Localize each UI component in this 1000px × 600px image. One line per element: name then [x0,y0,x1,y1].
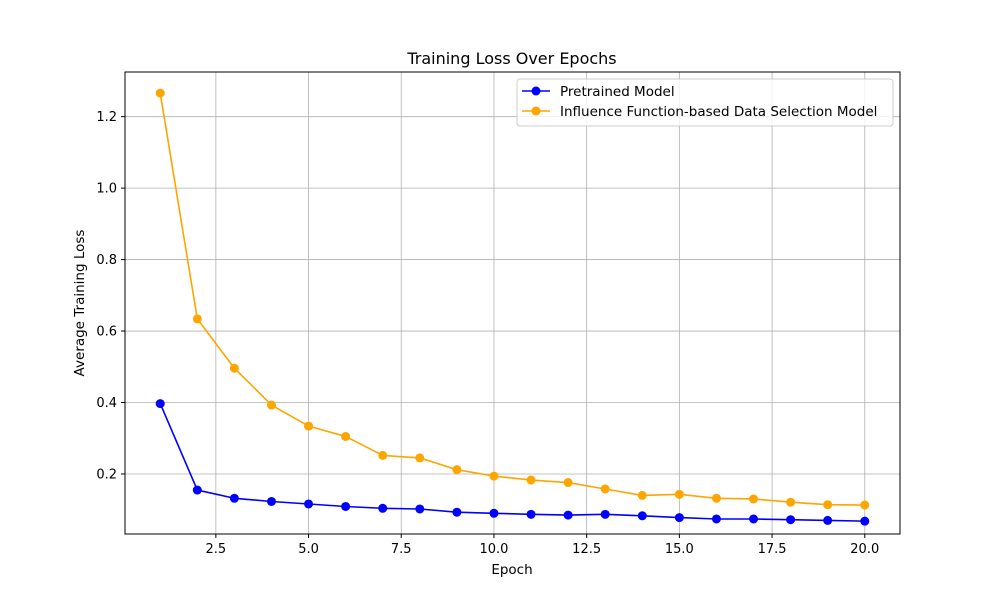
data-point-influence [563,478,573,488]
data-point-pretrained [489,508,499,518]
data-point-influence [823,500,833,510]
data-point-influence [304,421,314,431]
data-point-pretrained [637,511,647,521]
x-tick-label: 10.0 [479,542,508,557]
data-point-pretrained [192,485,202,495]
legend-label-influence: Influence Function-based Data Selection … [560,104,877,120]
data-point-influence [526,475,536,485]
grid-lines [125,72,900,534]
x-tick-label: 5.0 [298,542,319,557]
data-point-influence [674,489,684,499]
data-point-influence [452,465,462,475]
data-point-pretrained [674,513,684,523]
data-point-pretrained [823,515,833,525]
x-axis-label: Epoch [491,562,532,578]
legend-box [516,78,894,127]
data-point-pretrained [786,515,796,525]
data-point-influence [192,314,202,324]
y-tick-label: 0.8 [96,253,117,268]
y-tick-label: 0.2 [96,467,117,482]
data-point-influence [749,494,759,504]
plot-frame [124,71,901,535]
chart-title: Training Loss Over Epochs [406,49,616,68]
y-axis-ticks: 0.2 0.4 0.6 0.8 1.0 1.2 [96,110,125,482]
legend-label-pretrained: Pretrained Model [560,84,675,100]
x-tick-label: 12.5 [572,542,601,557]
data-point-pretrained [229,493,239,503]
y-axis-label: Average Training Loss [72,230,88,377]
data-point-pretrained [415,504,425,514]
y-tick-label: 0.6 [96,325,117,340]
y-tick-label: 1.0 [96,182,117,197]
data-point-pretrained [711,514,721,524]
data-point-pretrained [266,496,276,506]
x-axis-ticks: 2.5 5.0 7.5 10.0 12.5 15.0 17.5 20.0 [206,534,879,557]
x-tick-label: 15.0 [665,542,694,557]
legend-marker-influence [531,106,541,116]
data-point-influence [266,400,276,410]
data-point-pretrained [563,510,573,520]
data-point-pretrained [526,509,536,519]
series-line-influence [159,92,865,506]
data-point-influence [786,497,796,507]
data-point-pretrained [304,499,314,509]
data-point-pretrained [341,501,351,511]
data-point-influence [155,88,165,98]
data-point-pretrained [600,509,610,519]
data-point-influence [600,484,610,494]
legend: Pretrained Model Influence Function-base… [516,78,894,127]
data-point-influence [711,493,721,503]
x-tick-label: 17.5 [758,542,787,557]
y-tick-label: 0.4 [96,396,117,411]
x-tick-label: 20.0 [850,542,879,557]
x-tick-label: 2.5 [206,542,227,557]
data-point-influence [489,471,499,481]
data-point-influence [415,453,425,463]
series-line-pretrained [159,403,865,522]
legend-marker-pretrained [531,86,541,96]
series-pretrained [155,399,870,526]
series-influence [155,88,870,510]
data-point-influence [341,431,351,441]
data-point-influence [637,490,647,500]
data-series [155,88,870,526]
data-point-pretrained [452,507,462,517]
data-point-influence [229,363,239,373]
data-point-pretrained [860,516,870,526]
y-tick-label: 1.2 [96,110,117,125]
data-point-pretrained [155,399,165,409]
data-point-pretrained [749,514,759,524]
data-point-influence [378,450,388,460]
data-point-influence [860,500,870,510]
x-tick-label: 7.5 [391,542,412,557]
data-point-pretrained [378,503,388,513]
